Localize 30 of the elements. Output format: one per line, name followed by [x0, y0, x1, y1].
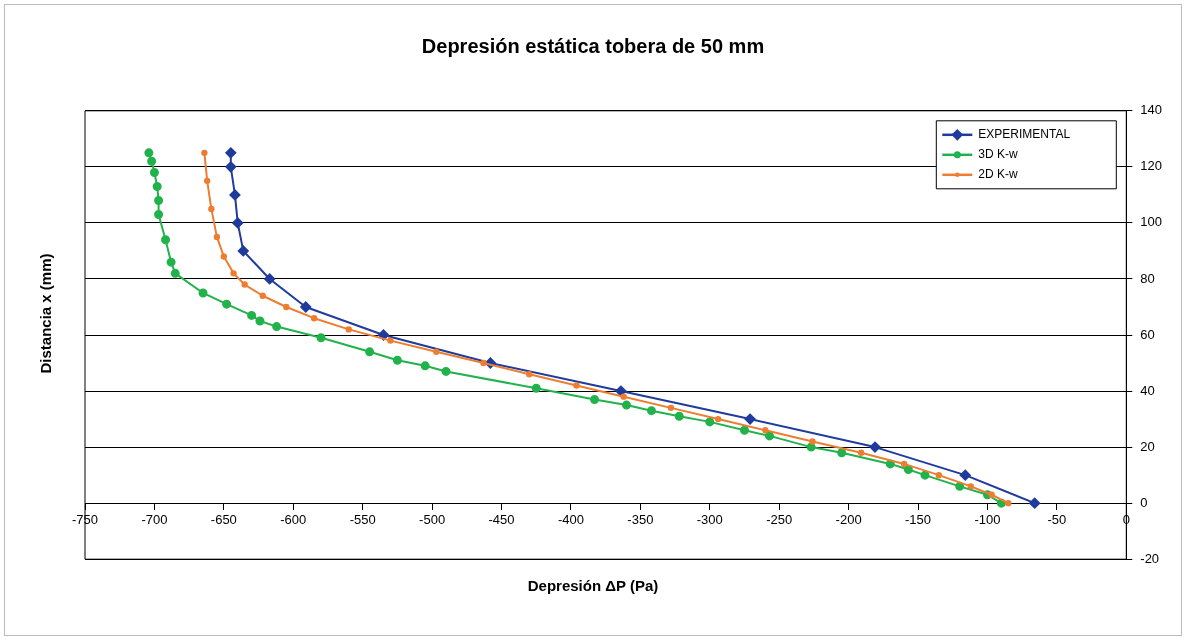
- y-tick-label: 140: [1140, 102, 1163, 118]
- legend-label: 2D K-w: [978, 167, 1018, 182]
- x-tick-label: -200: [835, 511, 862, 527]
- y-tick-label: 40: [1140, 382, 1155, 398]
- x-axis-title: Depresión ΔP (Pa): [526, 577, 660, 594]
- x-tick-label: -500: [419, 511, 446, 527]
- x-tick-label: -300: [696, 511, 723, 527]
- y-tick-label: 120: [1140, 158, 1163, 174]
- y-axis-title: Distancia x (mm): [36, 252, 54, 376]
- y-tick-label: 100: [1140, 214, 1163, 230]
- x-tick-label: -700: [141, 511, 168, 527]
- x-tick-label: -750: [71, 511, 99, 527]
- x-tick-label: -650: [210, 511, 237, 527]
- y-tick-label: 20: [1140, 438, 1155, 454]
- x-tick-label: -400: [557, 511, 584, 527]
- x-tick-label: -350: [627, 511, 654, 527]
- x-tick-label: -600: [280, 511, 307, 527]
- y-tick-label: 60: [1140, 326, 1155, 342]
- y-tick-label: 0: [1140, 494, 1148, 510]
- x-tick-label: -150: [905, 511, 932, 527]
- y-tick-label: -20: [1140, 550, 1160, 566]
- y-tick-label: 80: [1140, 270, 1155, 286]
- legend-label: 3D K-w: [978, 147, 1018, 162]
- x-tick-label: -450: [488, 511, 515, 527]
- legend-label: EXPERIMENTAL: [978, 127, 1071, 142]
- x-tick-label: -100: [974, 511, 1001, 527]
- x-tick-label: -50: [1047, 511, 1067, 527]
- chart-title: Depresión estática tobera de 50 mm: [420, 35, 766, 58]
- x-tick-label: -550: [349, 511, 376, 527]
- x-tick-label: -250: [766, 511, 793, 527]
